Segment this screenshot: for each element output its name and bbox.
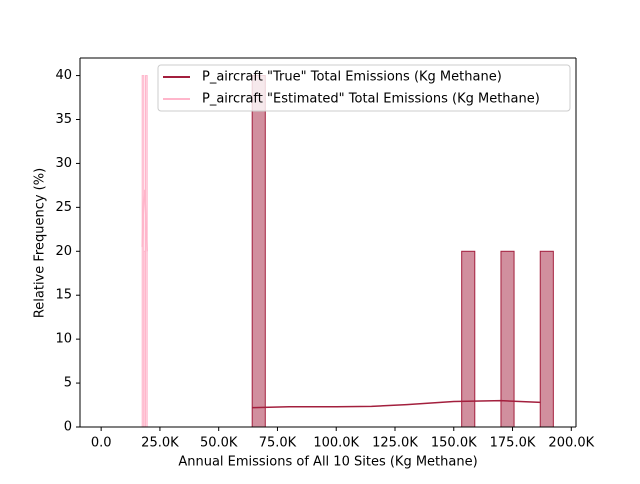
legend-label: P_aircraft "True" Total Emissions (Kg Me…	[202, 70, 502, 85]
x-tick-label: 150.0K	[431, 436, 477, 451]
histogram-bar	[251, 75, 266, 428]
y-axis-label: Relative Frequency (%)	[33, 168, 48, 318]
x-tick-label: 175.0K	[490, 436, 536, 451]
y-tick-label: 40	[55, 68, 72, 83]
y-tick-label: 0	[64, 420, 72, 435]
kde-line	[252, 399, 541, 409]
legend-box	[157, 64, 571, 112]
x-tick-label: 75.0K	[259, 436, 297, 451]
histogram-bar	[539, 250, 554, 428]
x-tick-label: 100.0K	[313, 436, 359, 451]
y-tick-label: 35	[55, 112, 72, 127]
y-tick-label: 15	[55, 288, 72, 303]
x-tick-label: 200.0K	[548, 436, 594, 451]
y-tick-label: 30	[55, 156, 72, 171]
y-tick-label: 20	[55, 244, 72, 259]
x-tick-label: 50.0K	[200, 436, 238, 451]
x-axis-label: Annual Emissions of All 10 Sites (Kg Met…	[178, 455, 477, 470]
kde-line	[141, 189, 148, 252]
y-tick-label: 5	[64, 376, 72, 391]
x-tick-label: 125.0K	[372, 436, 418, 451]
x-tick-label: 25.0K	[141, 436, 179, 451]
legend: P_aircraft "True" Total Emissions (Kg Me…	[157, 64, 571, 112]
y-tick-label: 10	[55, 332, 72, 347]
y-tick-label: 25	[55, 200, 72, 215]
legend-label: P_aircraft "Estimated" Total Emissions (…	[202, 92, 540, 107]
x-tick-label: 0.0	[91, 436, 112, 451]
